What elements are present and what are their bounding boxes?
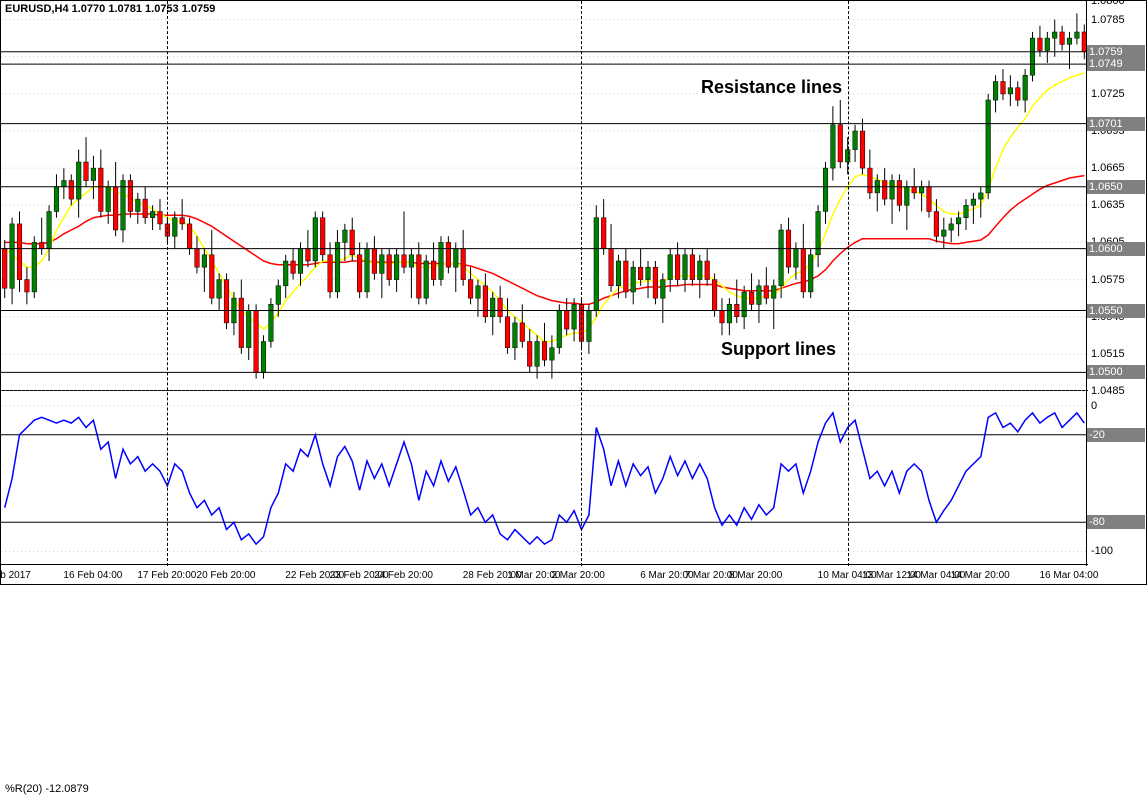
- time-tick: 17 Feb 20:00: [137, 570, 196, 581]
- time-tick: 16 Mar 04:00: [1040, 570, 1099, 581]
- indicator-svg: [1, 391, 1088, 566]
- price-level-label: 1.0550: [1087, 304, 1145, 318]
- price-level-label: 1.0759: [1087, 45, 1145, 59]
- price-tick: 1.0800: [1091, 0, 1125, 7]
- price-tick: 1.0785: [1091, 14, 1125, 26]
- time-tick: 2 Mar 20:00: [551, 570, 604, 581]
- resistance-annotation: Resistance lines: [701, 77, 842, 98]
- symbol-title: EURUSD,H4 1.0770 1.0781 1.0753 1.0759: [5, 3, 215, 15]
- time-tick: 8 Mar 20:00: [729, 570, 782, 581]
- vertical-time-line: [167, 1, 168, 566]
- price-tick: 1.0635: [1091, 199, 1125, 211]
- chart-container: EURUSD,H4 1.0770 1.0781 1.0753 1.0759 Re…: [0, 0, 1147, 585]
- indicator-y-axis: 0 -100 -20 -80: [1086, 391, 1146, 566]
- price-level-label: 1.0500: [1087, 365, 1145, 379]
- vertical-time-line: [848, 1, 849, 566]
- price-level-label: 1.0600: [1087, 242, 1145, 256]
- price-level-label: 1.0701: [1087, 117, 1145, 131]
- time-tick: 14 Feb 2017: [0, 570, 31, 581]
- indicator-level-label: -20: [1087, 428, 1145, 442]
- indicator-level-label: -80: [1087, 515, 1145, 529]
- vertical-time-line: [581, 1, 582, 566]
- price-chart-svg: [1, 1, 1088, 391]
- price-level-label: 1.0650: [1087, 180, 1145, 194]
- price-tick: 1.0515: [1091, 348, 1125, 360]
- price-tick: 1.0665: [1091, 162, 1125, 174]
- time-x-axis: 14 Feb 2017 16 Feb 04:00 17 Feb 20:0020 Fe…: [1, 564, 1088, 584]
- indicator-tick: -100: [1091, 545, 1113, 557]
- time-tick: 14 Mar 20:00: [951, 570, 1010, 581]
- time-tick: 16 Feb 04:00: [63, 570, 122, 581]
- price-panel[interactable]: EURUSD,H4 1.0770 1.0781 1.0753 1.0759 Re…: [1, 1, 1088, 391]
- price-y-axis: 1.04851.05151.05451.05751.06051.06351.06…: [1086, 1, 1146, 391]
- time-tick: 20 Feb 20:00: [197, 570, 256, 581]
- price-level-label: 1.0749: [1087, 57, 1145, 71]
- indicator-title: %R(20) -12.0879: [5, 783, 89, 795]
- support-annotation: Support lines: [721, 339, 836, 360]
- price-tick: 1.0575: [1091, 274, 1125, 286]
- price-tick: 1.0725: [1091, 88, 1125, 100]
- indicator-tick: 0: [1091, 400, 1097, 412]
- indicator-panel[interactable]: %R(20) -12.0879: [1, 391, 1088, 566]
- time-tick: 24 Feb 20:00: [374, 570, 433, 581]
